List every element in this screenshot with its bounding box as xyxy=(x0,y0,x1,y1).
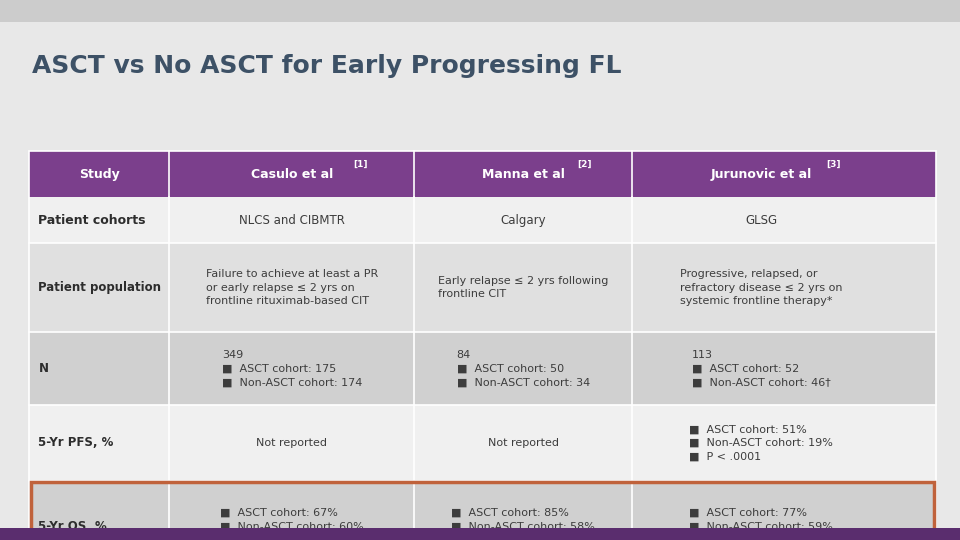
Text: ASCT vs No ASCT for Early Progressing FL: ASCT vs No ASCT for Early Progressing FL xyxy=(32,54,621,78)
Text: GLSG: GLSG xyxy=(745,213,778,227)
Text: 84
■  ASCT cohort: 50
■  Non-ASCT cohort: 34: 84 ■ ASCT cohort: 50 ■ Non-ASCT cohort: … xyxy=(457,350,589,387)
Text: Not reported: Not reported xyxy=(488,438,559,448)
Text: ■  ASCT cohort: 67%
■  Non-ASCT cohort: 60%
■  P = .16: ■ ASCT cohort: 67% ■ Non-ASCT cohort: 60… xyxy=(220,508,364,540)
Text: 5-Yr OS, %: 5-Yr OS, % xyxy=(38,520,108,533)
Text: Progressive, relapsed, or
refractory disease ≤ 2 yrs on
systemic frontline thera: Progressive, relapsed, or refractory dis… xyxy=(680,269,843,306)
Text: Study: Study xyxy=(79,167,119,181)
Text: Casulo et al: Casulo et al xyxy=(251,167,333,181)
Text: Early relapse ≤ 2 yrs following
frontline CIT: Early relapse ≤ 2 yrs following frontlin… xyxy=(438,276,609,299)
Text: ■  ASCT cohort: 77%
■  Non-ASCT cohort: 59%
■  P = .031: ■ ASCT cohort: 77% ■ Non-ASCT cohort: 59… xyxy=(689,508,833,540)
Text: Manna et al: Manna et al xyxy=(482,167,564,181)
Text: N: N xyxy=(38,362,48,375)
Bar xyxy=(29,151,936,197)
Text: Not reported: Not reported xyxy=(256,438,327,448)
Text: 113
■  ASCT cohort: 52
■  Non-ASCT cohort: 46†: 113 ■ ASCT cohort: 52 ■ Non-ASCT cohort:… xyxy=(692,350,830,387)
Bar xyxy=(29,481,936,540)
Text: 349
■  ASCT cohort: 175
■  Non-ASCT cohort: 174: 349 ■ ASCT cohort: 175 ■ Non-ASCT cohort… xyxy=(222,350,362,387)
Bar xyxy=(0,528,960,540)
Bar xyxy=(29,332,936,405)
Bar xyxy=(29,197,936,243)
Text: [1]: [1] xyxy=(353,159,368,168)
Text: NLCS and CIBMTR: NLCS and CIBMTR xyxy=(239,213,345,227)
Text: Patient population: Patient population xyxy=(38,281,161,294)
Text: 5-Yr PFS, %: 5-Yr PFS, % xyxy=(38,436,114,449)
Text: Failure to achieve at least a PR
or early relapse ≤ 2 yrs on
frontline rituximab: Failure to achieve at least a PR or earl… xyxy=(205,269,378,306)
Text: ■  ASCT cohort: 85%
■  Non-ASCT cohort: 58%
■  P = .001: ■ ASCT cohort: 85% ■ Non-ASCT cohort: 58… xyxy=(451,508,595,540)
Text: Calgary: Calgary xyxy=(500,213,546,227)
Text: Patient cohorts: Patient cohorts xyxy=(38,213,146,227)
Bar xyxy=(0,0,960,22)
Bar xyxy=(29,151,936,540)
Text: [3]: [3] xyxy=(826,159,841,168)
Bar xyxy=(29,243,936,332)
Text: ■  ASCT cohort: 51%
■  Non-ASCT cohort: 19%
■  P < .0001: ■ ASCT cohort: 51% ■ Non-ASCT cohort: 19… xyxy=(689,424,833,461)
Text: Jurunovic et al: Jurunovic et al xyxy=(710,167,812,181)
Text: [2]: [2] xyxy=(578,159,592,168)
Bar xyxy=(31,482,934,540)
Bar xyxy=(29,405,936,481)
